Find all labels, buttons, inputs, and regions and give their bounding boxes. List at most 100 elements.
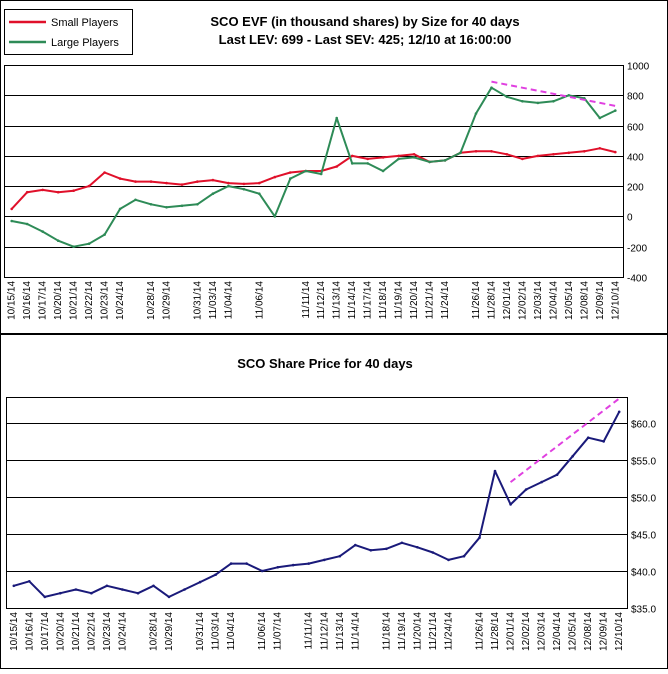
price-series-line-0 <box>13 411 621 598</box>
price-xtick-label: 12/10/14 <box>614 612 625 651</box>
price-series-point-0 <box>493 469 497 473</box>
evf-series-point-1 <box>180 204 184 208</box>
evf-series-point-0 <box>552 153 555 156</box>
price-xtick-label: 11/21/14 <box>428 612 439 651</box>
evf-series-point-1 <box>103 233 106 236</box>
evf-xtick-label: 10/22/14 <box>84 281 95 320</box>
evf-series-point-1 <box>412 156 416 159</box>
evf-series-point-1 <box>273 215 277 218</box>
evf-series-point-1 <box>397 157 400 161</box>
evf-series-point-0 <box>56 190 60 194</box>
price-series-point-0 <box>90 591 93 595</box>
price-series-point-0 <box>28 580 31 583</box>
evf-series-point-1 <box>196 203 199 206</box>
evf-series-point-1 <box>304 169 308 173</box>
price-ytick-label: $45.0 <box>631 531 656 542</box>
evf-series-point-0 <box>490 150 493 153</box>
price-ytick-label: $35.0 <box>631 605 656 616</box>
legend-box <box>4 9 133 55</box>
evf-series-point-1 <box>87 242 91 245</box>
evf-xtick-label: 11/19/14 <box>394 281 405 320</box>
evf-series-point-0 <box>103 171 106 174</box>
evf-series-point-0 <box>196 180 199 183</box>
evf-xtick-label: 11/28/14 <box>486 281 497 320</box>
price-plot: $35.0 $40.0 $45.0 $50.0 $55.0 $60.0 10/15/14 10… <box>6 397 656 651</box>
evf-xtick-label: 10/29/14 <box>161 281 172 320</box>
evf-series-point-0 <box>10 207 13 211</box>
price-series-point-0 <box>323 558 326 562</box>
evf-ytick-label: 800 <box>627 92 644 103</box>
legend-label-large: Large Players <box>51 37 119 49</box>
price-series-point-0 <box>602 440 605 443</box>
evf-xtick-label: 10/24/14 <box>115 281 126 320</box>
price-series-point-0 <box>136 591 140 595</box>
price-xtick-label: 12/08/14 <box>583 612 594 651</box>
price-xtick-label: 10/15/14 <box>9 612 20 651</box>
price-xtick-label: 11/11/14 <box>304 612 315 650</box>
price-xtick-label: 12/09/14 <box>599 612 610 651</box>
price-series-point-0 <box>121 588 124 591</box>
evf-xtick-label: 12/02/14 <box>517 281 528 320</box>
evf-series-point-1 <box>521 100 524 103</box>
price-xtick-label: 10/16/14 <box>24 612 35 651</box>
price-xtick-label: 12/04/14 <box>552 612 563 651</box>
price-series-point-0 <box>260 569 264 573</box>
price-xtick-label: 11/03/14 <box>211 612 222 651</box>
evf-series-point-1 <box>72 245 75 248</box>
evf-xtick-label: 11/14/14 <box>347 281 358 320</box>
price-xtick-label: 11/07/14 <box>273 612 284 651</box>
evf-ytick-label: 400 <box>627 153 644 164</box>
price-series-point-0 <box>555 473 559 477</box>
price-xtick-label: 10/24/14 <box>117 612 128 651</box>
evf-series-point-0 <box>505 153 509 156</box>
price-xtick-label: 11/13/14 <box>335 612 346 651</box>
evf-xtick-label: 12/09/14 <box>595 281 606 320</box>
evf-xtick-label: 12/03/14 <box>533 281 544 320</box>
evf-xtick-label: 11/20/14 <box>409 281 420 320</box>
evf-xtick-label: 10/15/14 <box>7 281 18 320</box>
price-series-point-0 <box>524 488 528 491</box>
evf-series-point-1 <box>490 86 493 89</box>
price-series-point-0 <box>400 541 404 545</box>
price-plot-area <box>6 397 628 609</box>
evf-series-point-0 <box>242 182 246 186</box>
price-series-point-0 <box>59 591 62 595</box>
evf-series-point-0 <box>567 151 571 155</box>
evf-xtick-label: 11/12/14 <box>316 281 327 320</box>
evf-series-point-1 <box>289 177 292 180</box>
price-series-point-0 <box>167 595 171 599</box>
price-xtick-label: 10/21/14 <box>71 612 82 651</box>
evf-series-point-1 <box>10 219 13 223</box>
evf-series-point-0 <box>289 171 292 174</box>
evf-xtick-label: 12/10/14 <box>610 281 621 320</box>
price-series-point-0 <box>540 480 543 484</box>
evf-xtick-label: 10/28/14 <box>146 281 157 320</box>
price-xtick-label: 11/26/14 <box>475 612 486 651</box>
evf-xtick-label: 11/04/14 <box>223 281 234 320</box>
price-series-point-0 <box>214 573 217 576</box>
price-series-point-0 <box>245 562 248 565</box>
price-series-point-0 <box>586 436 590 440</box>
evf-series-point-0 <box>227 181 230 185</box>
evf-series-point-1 <box>567 94 571 97</box>
evf-xtick-label: 11/13/14 <box>332 281 343 320</box>
evf-series-point-0 <box>180 183 184 186</box>
price-xtick-label: 10/29/14 <box>164 612 175 651</box>
evf-series-line-1 <box>11 86 616 248</box>
price-xtick-label: 11/24/14 <box>443 612 454 651</box>
price-series-point-0 <box>509 503 512 506</box>
evf-series-point-1 <box>350 162 354 165</box>
price-xtick-label: 11/19/14 <box>397 612 408 651</box>
evf-title: SCO EVF (in thousand shares) by Size for… <box>210 14 519 29</box>
evf-xtick-label: 12/01/14 <box>502 281 513 320</box>
price-xtick-label: 10/31/14 <box>195 612 206 651</box>
evf-xtick-label: 10/31/14 <box>192 281 203 320</box>
price-series-point-0 <box>229 562 233 565</box>
price-xtick-label: 11/20/14 <box>412 612 423 651</box>
price-series-point-0 <box>462 554 466 558</box>
evf-series-point-1 <box>165 206 168 209</box>
evf-series-point-1 <box>536 101 540 105</box>
evf-series-point-1 <box>319 172 323 176</box>
evf-xtick-label: 10/16/14 <box>22 281 33 320</box>
evf-series-point-1 <box>56 239 60 242</box>
